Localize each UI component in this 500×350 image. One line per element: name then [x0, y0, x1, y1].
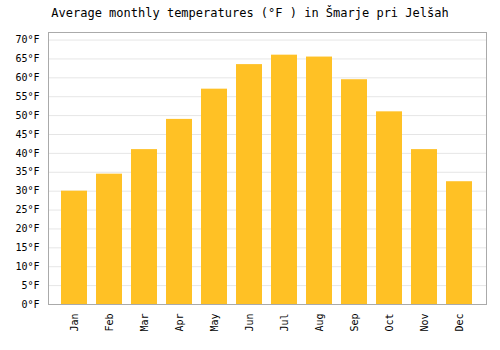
svg-text:30°F: 30°F — [15, 185, 39, 196]
svg-text:35°F: 35°F — [15, 166, 39, 177]
svg-text:5°F: 5°F — [21, 280, 39, 291]
svg-text:Nov: Nov — [419, 314, 430, 332]
html-text:Average monthly temperatures (: Average monthly temperatures (°F ) in Šm… — [51, 6, 449, 20]
svg-text:Jun: Jun — [244, 314, 255, 332]
svg-text:25°F: 25°F — [15, 204, 39, 215]
svg-text:20°F: 20°F — [15, 223, 39, 234]
svg-text:Apr: Apr — [174, 314, 185, 332]
svg-text:Mar: Mar — [139, 314, 150, 332]
svg-text:Dec: Dec — [454, 314, 465, 332]
svg-text:60°F: 60°F — [15, 72, 39, 83]
svg-text:70°F: 70°F — [15, 34, 39, 45]
svg-text:Oct: Oct — [384, 314, 395, 332]
svg-text:50°F: 50°F — [15, 110, 39, 121]
svg-text:Jul: Jul — [279, 314, 290, 332]
svg-text:15°F: 15°F — [15, 242, 39, 253]
svg-text:Jan: Jan — [69, 314, 80, 332]
svg-text:55°F: 55°F — [15, 91, 39, 102]
svg-text:Sep: Sep — [349, 314, 360, 332]
svg-text:10°F: 10°F — [15, 261, 39, 272]
svg-text:40°F: 40°F — [15, 148, 39, 159]
svg-text:Feb: Feb — [104, 314, 115, 332]
svg-text:65°F: 65°F — [15, 53, 39, 64]
svg-text:45°F: 45°F — [15, 129, 39, 140]
svg-text:May: May — [209, 314, 220, 332]
svg-text:Aug: Aug — [314, 314, 325, 332]
svg-text:0°F: 0°F — [21, 299, 39, 310]
